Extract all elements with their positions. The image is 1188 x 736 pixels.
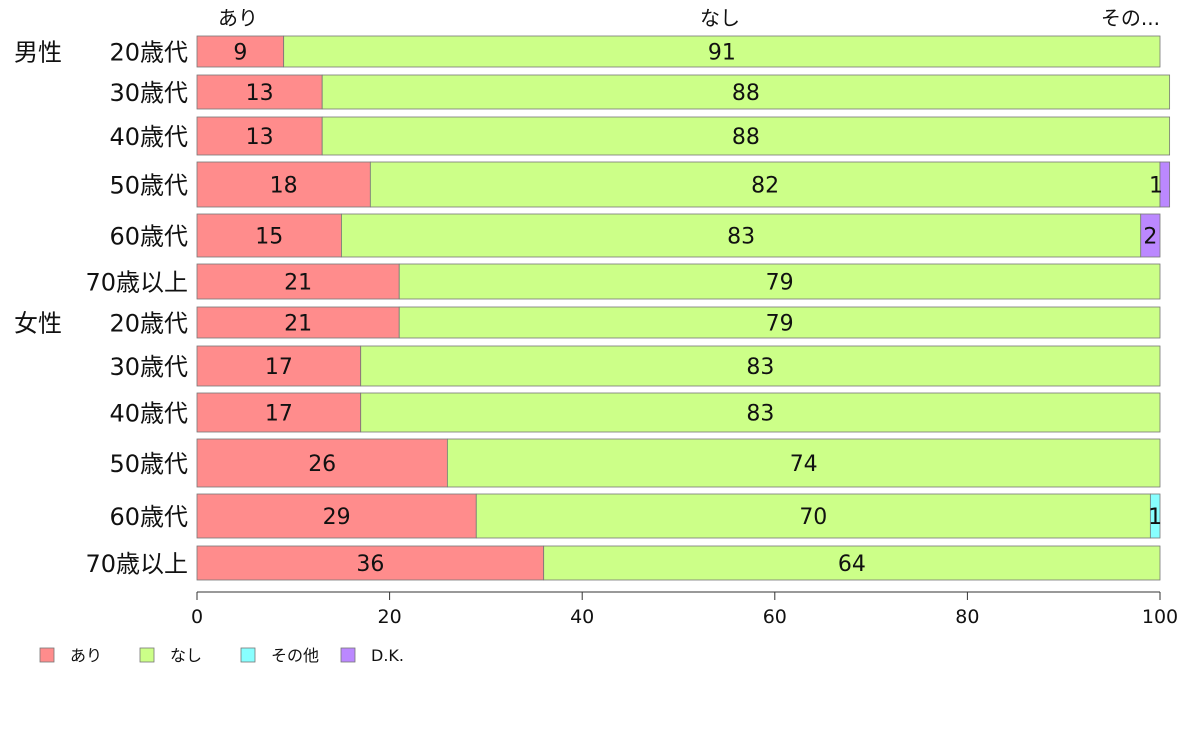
bar-segment xyxy=(360,392,1161,433)
value-label: 74 xyxy=(790,452,818,477)
x-tick-label: 20 xyxy=(378,606,402,628)
bar-segment xyxy=(321,116,1171,156)
legend-swatch xyxy=(39,647,55,663)
legend-swatch xyxy=(340,647,356,663)
row-label: 70歳以上 xyxy=(85,269,188,297)
column-label: なし xyxy=(700,6,740,30)
row-label: 70歳以上 xyxy=(85,550,188,578)
value-label: 21 xyxy=(284,312,312,337)
x-tick-label: 0 xyxy=(191,606,203,628)
value-label: 1 xyxy=(1148,505,1162,530)
value-label: 18 xyxy=(270,174,298,199)
value-label: 83 xyxy=(727,225,755,250)
bar-segment xyxy=(369,161,1161,208)
bar-segment xyxy=(196,161,371,208)
bar-segment xyxy=(321,74,1171,110)
bar-segment xyxy=(196,74,323,110)
legend-label: なし xyxy=(170,646,202,665)
value-label: 17 xyxy=(265,355,293,380)
bar-segment xyxy=(196,35,285,68)
row-label: 50歳代 xyxy=(109,450,188,478)
row-label: 30歳代 xyxy=(109,79,188,107)
bar-segment xyxy=(196,438,448,488)
value-label: 91 xyxy=(708,41,736,66)
row-label: 40歳代 xyxy=(109,123,188,151)
value-label: 26 xyxy=(308,452,336,477)
value-label: 79 xyxy=(766,271,794,296)
legend-label: D.K. xyxy=(371,646,404,665)
x-tick-label: 40 xyxy=(570,606,594,628)
value-label: 88 xyxy=(732,125,760,150)
bar-segment xyxy=(196,545,545,581)
value-label: 21 xyxy=(284,271,312,296)
bar-segment xyxy=(341,213,1142,258)
value-label: 1 xyxy=(1149,174,1163,199)
row-label: 60歳代 xyxy=(109,503,188,531)
bar-segment xyxy=(398,263,1161,300)
row-label: 60歳代 xyxy=(109,223,188,251)
bar-segment xyxy=(1159,161,1171,208)
bar-segment xyxy=(196,392,362,433)
value-label: 2 xyxy=(1143,225,1157,250)
bar-segment xyxy=(360,345,1161,387)
bar-segment xyxy=(1149,493,1161,539)
value-label: 79 xyxy=(766,312,794,337)
value-label: 13 xyxy=(246,81,274,106)
x-tick-label: 80 xyxy=(955,606,979,628)
row-label: 50歳代 xyxy=(109,172,188,200)
row-label: 30歳代 xyxy=(109,353,188,381)
bar-segment xyxy=(446,438,1161,488)
bar-segment xyxy=(398,306,1161,339)
row-label: 20歳代 xyxy=(109,310,188,338)
value-label: 36 xyxy=(356,552,384,577)
value-label: 83 xyxy=(746,355,774,380)
value-label: 82 xyxy=(751,174,779,199)
value-label: 9 xyxy=(233,41,247,66)
group-label: 女性 xyxy=(14,310,62,338)
value-label: 13 xyxy=(246,125,274,150)
bar-segment xyxy=(1140,213,1161,258)
bar-segment xyxy=(543,545,1161,581)
row-label: 40歳代 xyxy=(109,400,188,428)
group-label: 男性 xyxy=(14,39,62,67)
column-label: あり xyxy=(218,6,258,30)
value-label: 29 xyxy=(323,505,351,530)
bar-segment xyxy=(196,263,400,300)
value-label: 64 xyxy=(838,552,866,577)
value-label: 70 xyxy=(799,505,827,530)
row-label: 20歳代 xyxy=(109,39,188,67)
value-label: 83 xyxy=(746,402,774,427)
legend-label: あり xyxy=(70,646,102,665)
bar-segment xyxy=(196,213,342,258)
bar-segment xyxy=(283,35,1161,68)
value-label: 15 xyxy=(255,225,283,250)
legend-swatch xyxy=(139,647,155,663)
bar-segment xyxy=(196,345,362,387)
bar-segment xyxy=(196,116,323,156)
x-tick-label: 100 xyxy=(1142,606,1178,628)
x-tick-label: 60 xyxy=(763,606,787,628)
value-label: 17 xyxy=(265,402,293,427)
value-label: 88 xyxy=(732,81,760,106)
bar-segment xyxy=(475,493,1151,539)
legend-label: その他 xyxy=(271,646,319,665)
legend-swatch xyxy=(240,647,256,663)
column-label: その... xyxy=(1101,6,1160,30)
